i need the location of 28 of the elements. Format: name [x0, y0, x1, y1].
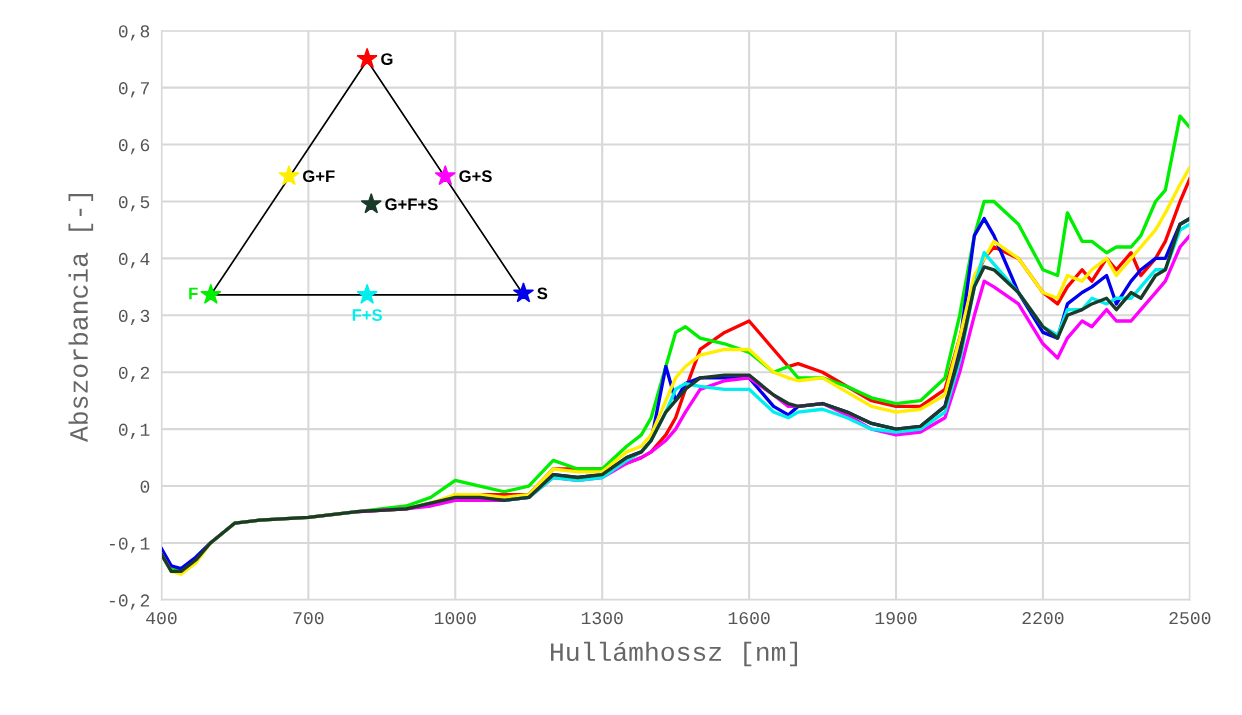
x-tick-label: 2200	[1022, 612, 1064, 625]
x-tick-label: 1600	[728, 612, 770, 625]
legend-label: G+F	[303, 170, 335, 183]
legend-label: G+S	[459, 170, 492, 183]
y-tick-label: 0,6	[118, 139, 150, 155]
x-tick-label: 700	[293, 612, 324, 625]
y-tick-label: 0,4	[118, 252, 150, 269]
y-tick-label: 0	[140, 480, 150, 493]
y-tick-label: -0,1	[109, 537, 150, 553]
text: F	[189, 287, 198, 300]
y-axis-title: Abszorbancia [-]	[68, 193, 94, 443]
y-tick-label: -0,2	[109, 594, 150, 610]
y-tick-label: 0,7	[118, 82, 149, 98]
text: F+S	[352, 309, 382, 321]
x-tick-label: 1300	[581, 612, 623, 625]
y-tick-label: 0,2	[118, 366, 150, 382]
legend-label: S	[537, 287, 548, 300]
y-tick-label: 0,5	[118, 195, 150, 212]
x-axis-title: Hullámhossz [nm]	[551, 641, 798, 667]
x-tick-label: 1000	[434, 612, 476, 625]
x-tick-label: 400	[146, 612, 177, 625]
legend-label: G+F+S	[385, 198, 438, 211]
y-tick-label: 0,8	[118, 25, 150, 41]
y-tick-label: 0,3	[118, 309, 150, 326]
y-tick-label: 0,1	[118, 423, 150, 439]
x-tick-label: 1900	[875, 612, 917, 625]
x-tick-label: 2500	[1169, 612, 1211, 625]
legend-label: G	[381, 53, 393, 65]
